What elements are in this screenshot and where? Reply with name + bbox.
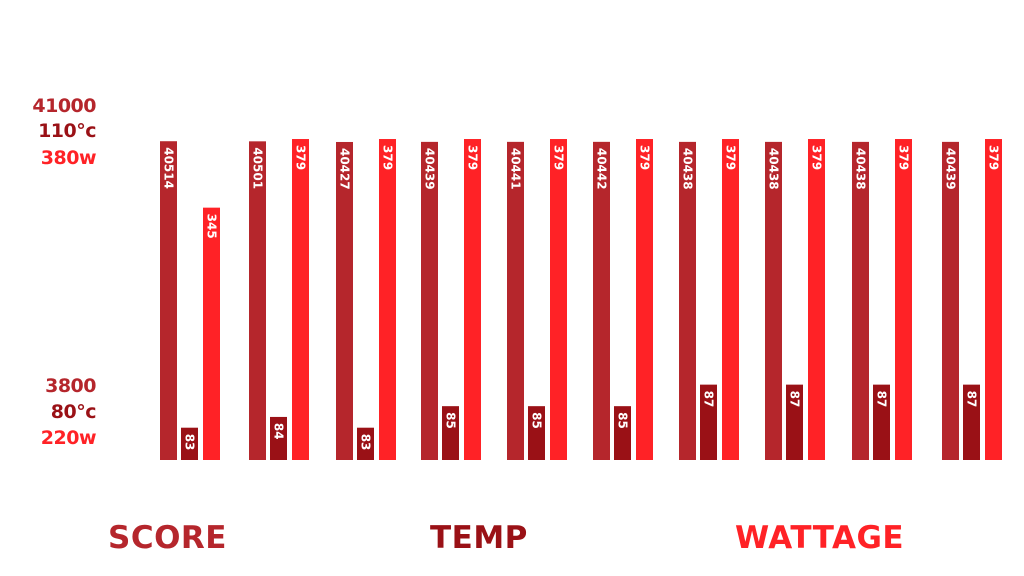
y-axis-wattage-max: 380w <box>40 147 97 169</box>
score-value-label-10: 40439 <box>944 148 958 190</box>
wattage-value-label-1: 345 <box>205 214 219 239</box>
temp-bar-5 <box>528 406 545 460</box>
score-bar-4 <box>421 141 438 461</box>
score-value-label-2: 40501 <box>251 147 265 189</box>
wattage-bar-5 <box>550 139 567 461</box>
temp-value-label-2: 84 <box>272 423 286 440</box>
wattage-bar-9 <box>895 139 912 461</box>
y-axis-temp-min: 80°c <box>50 401 97 423</box>
wattage-value-label-5: 379 <box>552 145 566 170</box>
wattage-value-label-7: 379 <box>724 145 738 170</box>
score-value-label-6: 40442 <box>595 148 609 190</box>
score-value-label-3: 40427 <box>338 148 352 190</box>
legend-temp: TEMP <box>430 520 528 556</box>
wattage-value-label-10: 379 <box>987 145 1001 170</box>
score-value-label-4: 40439 <box>423 148 437 190</box>
temp-value-label-6: 85 <box>616 412 630 429</box>
temp-bar-9 <box>873 384 890 460</box>
wattage-bar-3 <box>379 139 396 461</box>
temp-bar-6 <box>614 406 631 460</box>
legend-wattage: WATTAGE <box>735 520 905 556</box>
score-bar-7 <box>679 141 696 460</box>
score-bar-2 <box>249 141 266 461</box>
temp-bar-2 <box>270 416 287 460</box>
wattage-bar-1 <box>203 207 220 460</box>
score-bar-9 <box>852 141 869 460</box>
y-axis-temp-max: 110°c <box>38 120 96 142</box>
temp-value-label-5: 85 <box>530 412 544 429</box>
wattage-value-label-3: 379 <box>381 145 395 170</box>
y-axis-score-max: 41000 <box>32 95 96 117</box>
temp-bar-10 <box>963 384 980 460</box>
wattage-bar-8 <box>808 139 825 461</box>
temp-bar-7 <box>700 384 717 460</box>
score-value-label-9: 40438 <box>854 148 868 190</box>
score-value-label-1: 40514 <box>162 147 176 189</box>
temp-value-label-9: 87 <box>875 391 889 408</box>
temp-bar-4 <box>442 406 459 460</box>
temp-bar-3 <box>357 427 374 460</box>
score-value-label-5: 40441 <box>509 148 523 190</box>
score-bar-3 <box>336 141 353 461</box>
temp-value-label-7: 87 <box>702 391 716 408</box>
temp-value-label-1: 83 <box>183 434 197 451</box>
y-axis-score-min: 3800 <box>45 375 96 397</box>
temp-value-label-4: 85 <box>444 412 458 429</box>
wattage-bar-10 <box>985 139 1002 461</box>
score-value-label-8: 40438 <box>767 148 781 190</box>
wattage-bar-7 <box>722 139 739 461</box>
temp-value-label-3: 83 <box>359 434 373 451</box>
wattage-bar-6 <box>636 139 653 461</box>
temp-bar-1 <box>181 427 198 460</box>
temp-value-label-10: 87 <box>965 391 979 408</box>
temp-bar-8 <box>786 384 803 460</box>
score-bar-5 <box>507 141 524 460</box>
wattage-bar-4 <box>464 139 481 461</box>
temp-value-label-8: 87 <box>788 391 802 408</box>
score-bar-1 <box>160 141 177 460</box>
score-value-label-7: 40438 <box>681 148 695 190</box>
wattage-value-label-6: 379 <box>638 145 652 170</box>
score-bar-8 <box>765 141 782 460</box>
score-bar-6 <box>593 141 610 460</box>
wattage-value-label-2: 379 <box>294 145 308 170</box>
y-axis-wattage-min: 220w <box>40 427 97 449</box>
wattage-value-label-4: 379 <box>466 145 480 170</box>
wattage-value-label-8: 379 <box>810 145 824 170</box>
legend-score: SCORE <box>108 520 227 556</box>
wattage-value-label-9: 379 <box>897 145 911 170</box>
score-bar-10 <box>942 141 959 461</box>
wattage-bar-2 <box>292 139 309 461</box>
